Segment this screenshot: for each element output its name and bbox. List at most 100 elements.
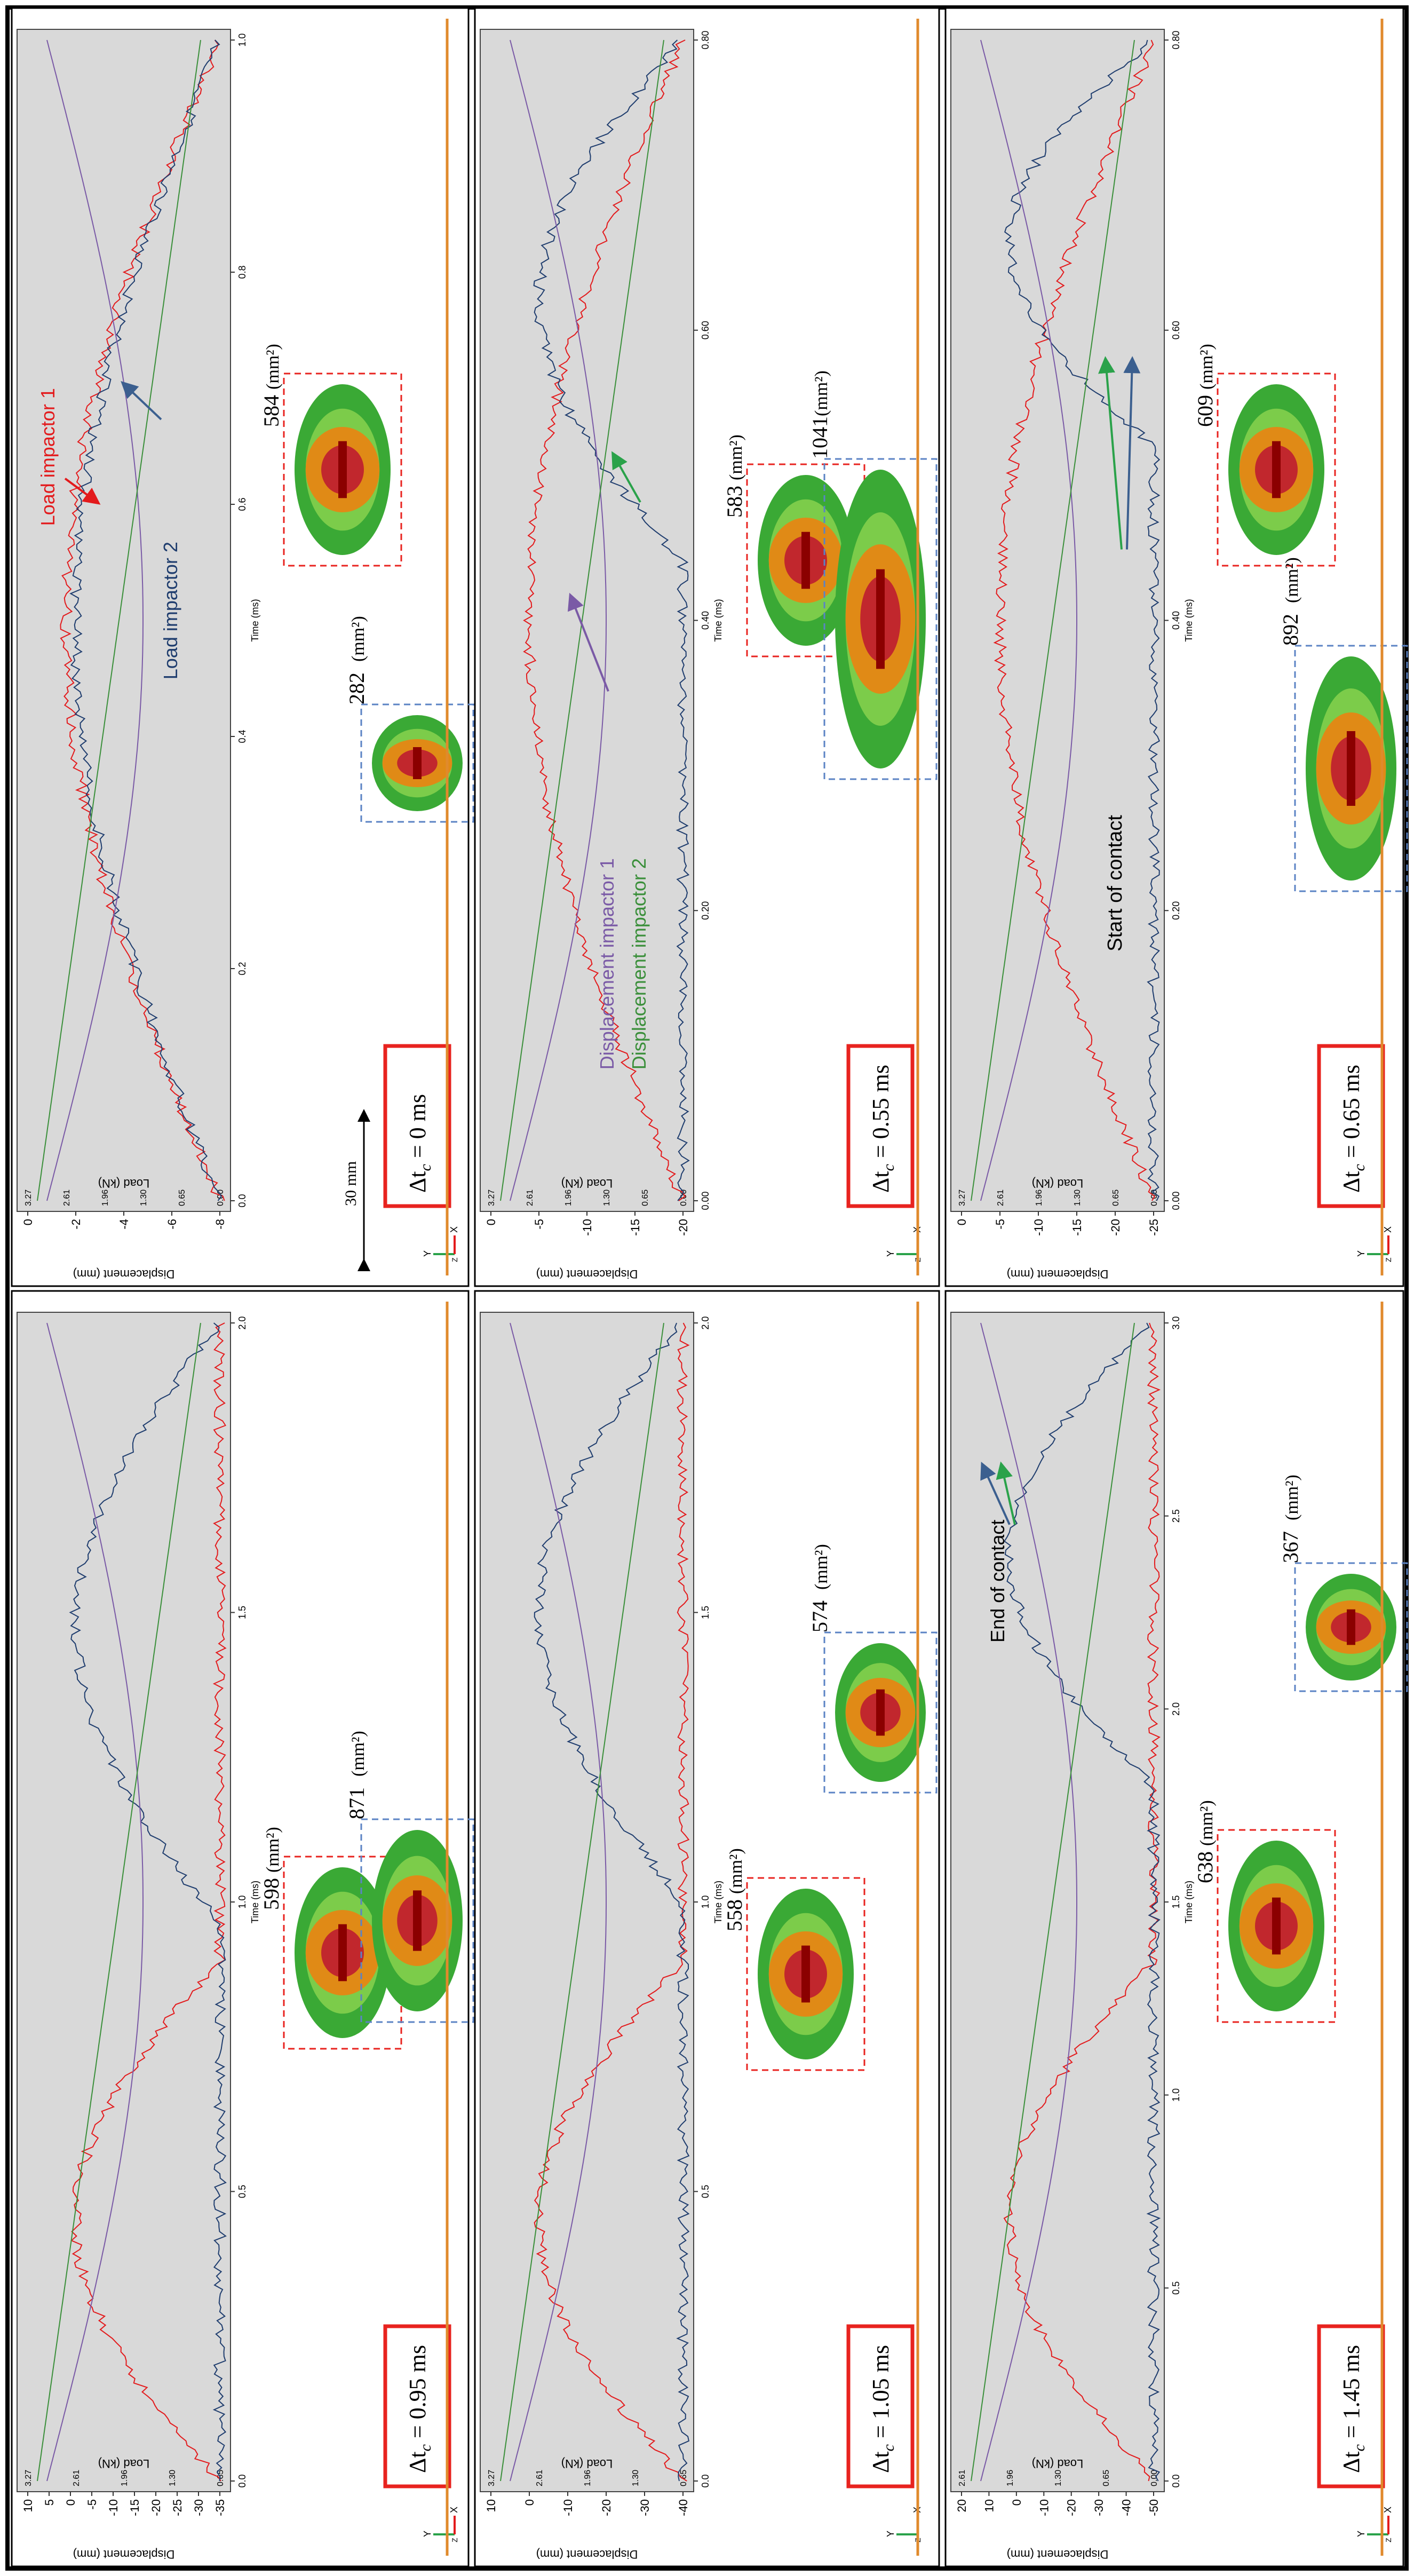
annotation-end-of-contact: End of contact: [987, 1520, 1008, 1643]
time-axis-label: Time (ms): [713, 599, 724, 641]
area-label-red: 638: [1193, 1851, 1217, 1883]
disp-tick-label: -20: [149, 2499, 163, 2516]
load-tick-label: 3.27: [487, 1190, 496, 1206]
annotation-load-impactor-2: Load impactor 2: [160, 542, 181, 679]
damage-dashed-box: [823, 458, 938, 780]
arrow-disp-2: [611, 451, 641, 503]
triad-x: X: [449, 1226, 459, 1233]
dt-value: = 0 ms: [404, 1094, 431, 1164]
load-tick-label: 1.30: [168, 2470, 177, 2486]
triad-y: Y: [422, 2531, 433, 2537]
triad-y: Y: [1356, 1250, 1367, 1257]
displacement-impactor-2-curve: [971, 39, 1135, 1201]
disp-tick-label: -20: [677, 1219, 690, 1236]
area-label-blue: 892: [1278, 614, 1302, 646]
load-tick-label: 2.61: [526, 1190, 535, 1206]
disp-tick-label: -30: [1092, 2499, 1106, 2516]
area-label-red: 609: [1193, 395, 1217, 427]
displacement-impactor-2-curve: [500, 39, 664, 1201]
time-tick-label: 1.5: [237, 1606, 248, 1619]
displacement-axis-label: Displacement (mm): [1007, 2548, 1109, 2561]
dt-subscript: c: [880, 2444, 897, 2451]
dt-symbol: Δt: [404, 2451, 431, 2473]
load-impactor-2-curve: [69, 1322, 227, 2482]
damage-map-red-box: [746, 1877, 865, 2071]
load-tick-label: 1.96: [101, 1190, 110, 1206]
dt-box: [383, 1044, 451, 1208]
damage-core: [413, 1890, 422, 1951]
damage-map-red-box: [283, 372, 402, 567]
disp-tick-label: 10: [982, 2499, 996, 2512]
time-tick-label: 0.40: [1171, 611, 1181, 630]
damage-core: [338, 441, 347, 498]
time-tick-label: 0.4: [237, 730, 248, 743]
disp-tick-label: -30: [638, 2499, 652, 2516]
dt-symbol: Δt: [404, 1171, 431, 1193]
disp-tick-label: -25: [1147, 1219, 1161, 1236]
area-unit-blue: (mm²): [1282, 1475, 1302, 1520]
disp-tick-label: 0: [955, 1219, 968, 1225]
damage-dashed-box: [1217, 1829, 1336, 2023]
time-tick-label: 0.5: [237, 2185, 248, 2198]
triad-x: X: [449, 2507, 459, 2513]
damage-core: [801, 532, 810, 589]
load-tick-label: 2.61: [535, 2470, 544, 2486]
dt-symbol: Δt: [1338, 1171, 1364, 1193]
load-tick-label: 3.27: [24, 1190, 33, 1206]
triad-x: X: [1383, 1226, 1393, 1233]
damage-core: [1272, 441, 1281, 498]
displacement-impactor-2-curve: [37, 39, 201, 1201]
load-tick-label: 1.30: [602, 1190, 611, 1206]
damage-core: [876, 569, 885, 669]
load-tick-label: 0.65: [1111, 1190, 1121, 1206]
area-label-red: 583: [722, 486, 746, 518]
time-tick-label: 0.5: [1171, 2281, 1181, 2295]
area-unit-blue: (mm²): [348, 1731, 368, 1777]
damage-map-blue-box: [360, 1818, 474, 2023]
time-tick-label: 0.00: [700, 1191, 711, 1210]
annotation-start-of-contact: Start of contact: [1104, 815, 1126, 952]
disp-tick-label: -10: [581, 1219, 594, 1236]
disp-tick-label: -10: [1037, 2499, 1051, 2516]
disp-tick-label: -4: [117, 1219, 131, 1230]
load-impactor-1-curve: [60, 39, 225, 1201]
damage-dashed-box: [746, 1877, 865, 2071]
damage-core: [413, 747, 422, 779]
time-tick-label: 0.80: [700, 30, 711, 49]
load-impactor-2-curve: [533, 39, 690, 1201]
load-tick-label: 0.00: [1150, 2470, 1159, 2486]
plot-area: [950, 1312, 1165, 2492]
damage-core: [1347, 731, 1355, 806]
triad-y: Y: [885, 2531, 896, 2537]
disp-tick-label: -2: [69, 1219, 83, 1230]
plot-area: [950, 29, 1165, 1212]
disp-tick-label: -5: [994, 1219, 1007, 1230]
displacement-axis-label: Displacement (mm): [73, 2548, 175, 2561]
arrow-load-2: [121, 381, 162, 421]
time-axis-label: Time (ms): [1183, 599, 1194, 641]
load-impactor-1-curve: [523, 39, 686, 1201]
time-tick-label: 0.40: [700, 611, 711, 630]
load-impactor-1-curve: [534, 1322, 690, 2482]
displacement-axis-label: Displacement (mm): [73, 1267, 175, 1281]
time-tick-label: 0.60: [700, 321, 711, 339]
load-axis-label: Load (kN): [98, 1177, 150, 1190]
dt-value: = 0.55 ms: [868, 1065, 894, 1164]
area-unit-red: (mm²): [726, 434, 746, 480]
dt-box: [846, 1044, 915, 1208]
load-tick-label: 1.96: [583, 2470, 592, 2486]
disp-tick-label: -10: [107, 2499, 120, 2516]
disp-tick-label: -10: [561, 2499, 575, 2516]
load-tick-label: 3.27: [24, 2470, 33, 2486]
damage-dashed-box: [1217, 372, 1336, 567]
time-tick-label: 3.0: [1171, 1316, 1181, 1329]
damage-map-blue-box: [360, 703, 474, 823]
dt-label: Δtc = 1.45 ms: [1338, 2345, 1368, 2473]
arrow-contact-navy: [1123, 356, 1141, 550]
time-tick-label: 1.0: [700, 1895, 711, 1908]
damage-map-red-box: [1217, 372, 1336, 567]
area-label-blue: 282: [345, 672, 369, 704]
time-tick-label: 2.0: [237, 1316, 248, 1329]
load-impactor-1-curve: [1003, 1322, 1161, 2482]
